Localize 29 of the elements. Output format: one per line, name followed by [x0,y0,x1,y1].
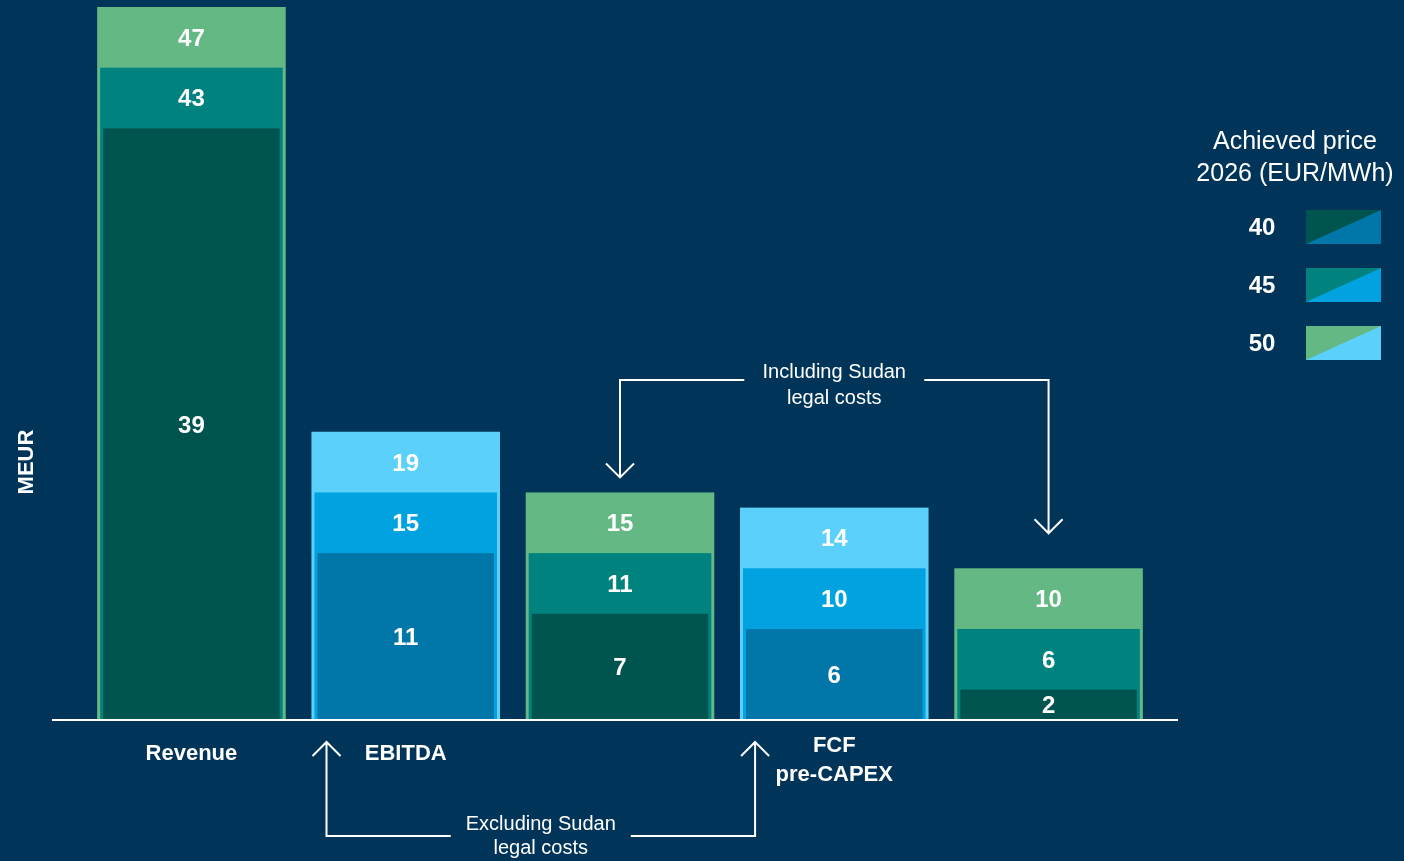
text: Excluding Sudan legal costs [465,812,616,858]
data-label: 43 [178,84,205,112]
bar [317,553,494,720]
legend-label: 45 [1248,271,1276,299]
bar [746,628,923,720]
legend-label: 40 [1248,213,1276,241]
data-label: 19 [392,448,420,476]
bar [531,613,709,720]
x-tick-label: Revenue [145,740,238,765]
legend-label: 50 [1248,329,1276,357]
data-label: 11 [607,569,633,597]
data-label: 2 [1041,691,1056,719]
data-label: 15 [392,509,420,537]
data-label: 10 [1035,585,1062,613]
data-label: 10 [820,585,848,613]
data-label: 6 [1041,645,1056,673]
x-tick-label: EBITDA [364,740,447,765]
bar [960,689,1137,720]
legend-title: Achieved price 2026 (EUR/MWh) [1196,126,1394,186]
x-tick-label: FCF pre-CAPEX [775,732,894,786]
data-label: 7 [613,653,627,681]
data-label: 47 [178,23,205,51]
y-axis-title: MEUR [13,429,38,495]
data-label: 39 [178,410,205,438]
data-label: 11 [393,622,419,650]
data-label: 14 [820,524,849,552]
data-label: 6 [827,660,841,688]
annotation: Including Sudan legal costs [762,360,907,408]
data-label: 15 [606,509,634,537]
